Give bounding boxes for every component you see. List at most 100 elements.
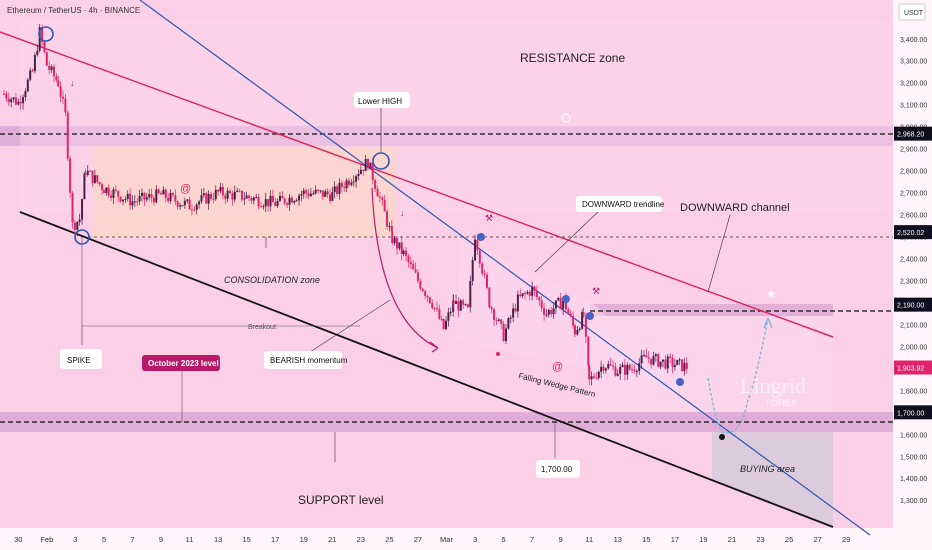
candle-body (212, 198, 215, 200)
y-tick-label: 3,300.00 (900, 59, 927, 66)
price-tags: 2,968.20 2,520.02 2,190.00 1,903.92 1,700.00 (894, 126, 932, 420)
candle-body (593, 376, 596, 378)
candle-body (36, 50, 39, 55)
lower-high-box (354, 92, 410, 108)
x-tick-label: 30 (14, 535, 22, 544)
x-tick-label: 5 (102, 535, 106, 544)
downward-channel-label: DOWNWARD channel (680, 202, 790, 214)
candle-body (393, 238, 396, 244)
candle-body (678, 359, 681, 361)
hammer-icon-2: ⚒ (592, 286, 600, 296)
support-band (0, 412, 893, 432)
projection-path (707, 317, 769, 434)
candle-body (124, 198, 127, 200)
candle-body (167, 198, 170, 202)
candle-body (573, 325, 576, 335)
candle-body (485, 274, 488, 288)
candle-body (83, 173, 86, 200)
candle-body (307, 193, 310, 197)
candle-body (409, 262, 412, 265)
candle-body (129, 193, 132, 206)
candle-body (231, 192, 234, 200)
symbol-header[interactable]: Ethereum / TetherUS · 4h · BINANCE (7, 6, 140, 15)
downward-channel-connector (707, 214, 731, 293)
candle-body (633, 369, 636, 372)
buying-area-label: BUYING area (740, 464, 795, 474)
candle-body (578, 328, 581, 330)
candle-body (478, 250, 481, 264)
bearish-momentum-connector (309, 299, 391, 353)
candle-body (459, 300, 462, 311)
candle-body (452, 300, 455, 312)
candle-body (224, 195, 227, 199)
candle-body (602, 366, 605, 371)
candle-body (340, 182, 343, 188)
candle-body (86, 170, 89, 176)
currency-box[interactable] (898, 3, 926, 21)
y-tick-label: 1,300.00 (900, 498, 927, 505)
candle-body (38, 27, 41, 51)
candle-body (642, 355, 645, 357)
candle-body (7, 98, 10, 103)
x-tick-label: 27 (813, 535, 821, 544)
candle-body (547, 309, 550, 315)
candle-body (545, 314, 548, 316)
candle-body (328, 194, 331, 201)
trendline-touch-3 (586, 312, 594, 320)
price-tag-box (894, 126, 932, 141)
candle-body (248, 195, 251, 199)
candle-body (438, 308, 441, 319)
candle-body (57, 80, 60, 87)
candle-body (93, 175, 96, 183)
y-tick-label: 1,600.00 (900, 432, 927, 439)
time-axis (0, 528, 893, 550)
candle-body (331, 192, 334, 201)
price-tag-box (894, 360, 932, 375)
candle-body (59, 86, 62, 97)
candle-body (274, 202, 277, 207)
candle-body (407, 255, 410, 263)
currency-label[interactable]: USDT (904, 10, 924, 17)
candle-body (202, 193, 205, 196)
spike-box (60, 349, 102, 369)
x-tick-label: 9 (559, 535, 563, 544)
candle-body (557, 298, 560, 301)
candle-body (449, 311, 452, 313)
candle-body (352, 181, 355, 183)
candle-body (588, 365, 591, 380)
candle-body (10, 99, 13, 103)
candle-body (91, 170, 94, 183)
x-tick-label: 11 (186, 535, 194, 544)
candle-body (540, 300, 543, 309)
candle-body (343, 187, 346, 189)
candle-body (164, 189, 167, 199)
candle-body (188, 199, 191, 210)
candle-body (186, 199, 189, 201)
candle-body (298, 195, 301, 201)
candle-body (12, 97, 15, 100)
candle-body (19, 101, 22, 104)
candle-body (321, 190, 324, 197)
downward-trendline-box (576, 196, 662, 212)
candle-body (493, 309, 496, 321)
x-tick-label: 13 (614, 535, 622, 544)
x-tick-label: 27 (414, 535, 422, 544)
candle-body (469, 281, 472, 308)
candle-body (102, 189, 105, 193)
candle-body (572, 316, 575, 326)
candle-body (412, 264, 415, 270)
price-axis (893, 0, 932, 550)
candle-body (52, 66, 55, 77)
price-tag-label: 2,190.00 (897, 303, 924, 310)
candle-body (488, 287, 491, 308)
x-tick-label: 19 (699, 535, 707, 544)
candle-body (376, 188, 379, 197)
candle-body (504, 328, 507, 342)
watermark-sub: FOREX (766, 398, 797, 408)
candle-body (671, 357, 674, 367)
october-level-box (142, 355, 220, 371)
star-icon: ★ (766, 287, 777, 301)
candle-body (300, 194, 303, 196)
